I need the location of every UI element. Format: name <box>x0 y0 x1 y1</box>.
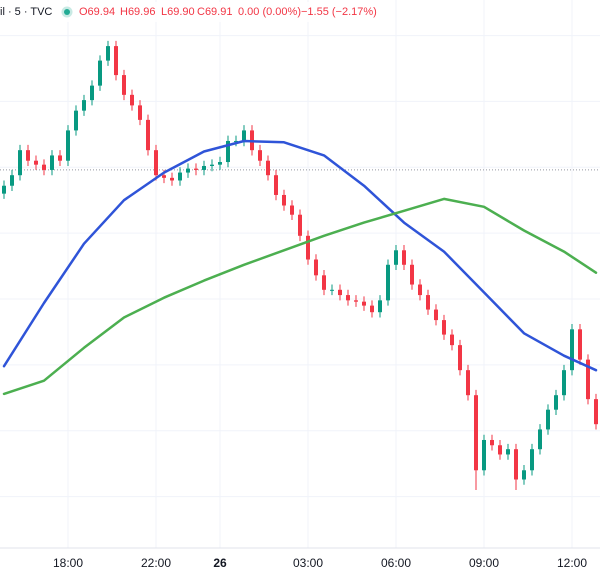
candle-body <box>554 395 558 410</box>
candle-body <box>138 105 142 120</box>
candle-body <box>538 429 542 450</box>
candle-body <box>386 264 390 301</box>
candle-body <box>498 445 502 455</box>
open-value: O69.94 <box>79 6 115 18</box>
candle-body <box>234 140 238 142</box>
candle-body <box>258 150 262 161</box>
candle-body <box>362 301 366 306</box>
candle-body <box>434 309 438 321</box>
candle-body <box>570 329 574 371</box>
candle-body <box>306 235 310 260</box>
x-tick-label: 06:00 <box>381 556 411 570</box>
candle-body <box>330 289 334 291</box>
candle-body <box>26 150 30 161</box>
candle-body <box>202 165 206 170</box>
candle-body <box>562 370 566 396</box>
candle-body <box>442 320 446 335</box>
high-value: H69.96 <box>120 6 155 18</box>
candle-body <box>466 370 470 396</box>
candle-body <box>274 175 278 195</box>
x-tick-label: 26 <box>213 556 227 570</box>
candle-body <box>266 160 270 176</box>
candle-body <box>2 185 6 194</box>
candle-body <box>450 334 454 346</box>
candle-body <box>418 284 422 296</box>
change-value: 0.00 (0.00%) <box>238 6 301 18</box>
candle-body <box>586 359 590 400</box>
legend-header: il · 5 · TVC O69.94 H69.96 L69.90 C69.91… <box>0 2 377 22</box>
candle-body <box>130 94 134 106</box>
moving-average-line <box>2 139 598 372</box>
candle-body <box>426 295 430 310</box>
candle-body <box>82 100 86 111</box>
candle-body <box>58 155 62 161</box>
candle-body <box>506 449 510 455</box>
candle-body <box>146 119 150 151</box>
candle-body <box>474 395 478 471</box>
candle-body <box>530 449 534 471</box>
candle-body <box>66 130 70 161</box>
candle-body <box>514 449 518 480</box>
candle-body <box>290 205 294 215</box>
x-tick-label: 18:00 <box>53 556 83 570</box>
candle-body <box>226 140 230 163</box>
candle-body <box>322 275 326 290</box>
x-tick-label: 09:00 <box>469 556 499 570</box>
candle-body <box>594 399 598 425</box>
candle-body <box>578 329 582 360</box>
candle-body <box>410 264 414 285</box>
candle-body <box>402 250 406 265</box>
total-change: −1.55 (−2.17%) <box>301 6 377 18</box>
candle-body <box>282 194 286 206</box>
candle-body <box>522 470 526 480</box>
candle-body <box>194 168 198 170</box>
candle-body <box>218 162 222 165</box>
candle-body <box>186 168 190 173</box>
moving-average-line <box>2 197 598 396</box>
x-axis: 18:00 22:00 26 03:00 06:00 09:00 12:00 <box>53 556 587 570</box>
close-value: C69.91 <box>197 6 232 18</box>
candle-body <box>178 172 182 181</box>
candle-body <box>170 177 174 181</box>
candle-body <box>34 160 38 165</box>
candle-body <box>458 345 462 371</box>
candle-body <box>346 295 350 301</box>
symbol: il · 5 · TVC <box>0 6 52 18</box>
candle-body <box>482 439 486 471</box>
candle-body <box>354 300 358 302</box>
candle-body <box>394 250 398 265</box>
candle-body <box>114 46 118 76</box>
header-backdrop <box>0 2 370 22</box>
candle-body <box>314 259 318 276</box>
plot <box>2 40 598 491</box>
candle-body <box>298 214 302 236</box>
x-tick-label: 22:00 <box>141 556 171 570</box>
candle-body <box>338 289 342 296</box>
candle-body <box>10 175 14 186</box>
x-tick-label: 03:00 <box>293 556 323 570</box>
x-tick-label: 12:00 <box>557 556 587 570</box>
candle-body <box>74 110 78 131</box>
candle-body <box>42 164 46 170</box>
candle-body <box>50 155 54 170</box>
candle-body <box>90 85 94 101</box>
candle-body <box>546 409 550 430</box>
candle-body <box>18 150 22 176</box>
candle-body <box>210 164 214 166</box>
status-dot <box>64 9 70 15</box>
candle-body <box>122 75 126 95</box>
candle-body <box>106 46 110 61</box>
candle-body <box>370 305 374 313</box>
low-value: L69.90 <box>161 6 195 18</box>
candle-body <box>98 60 102 86</box>
candle-body <box>490 439 494 446</box>
candle-body <box>378 300 382 313</box>
candle-body <box>242 130 246 141</box>
candle-body <box>162 175 166 178</box>
candle-body <box>154 150 158 176</box>
